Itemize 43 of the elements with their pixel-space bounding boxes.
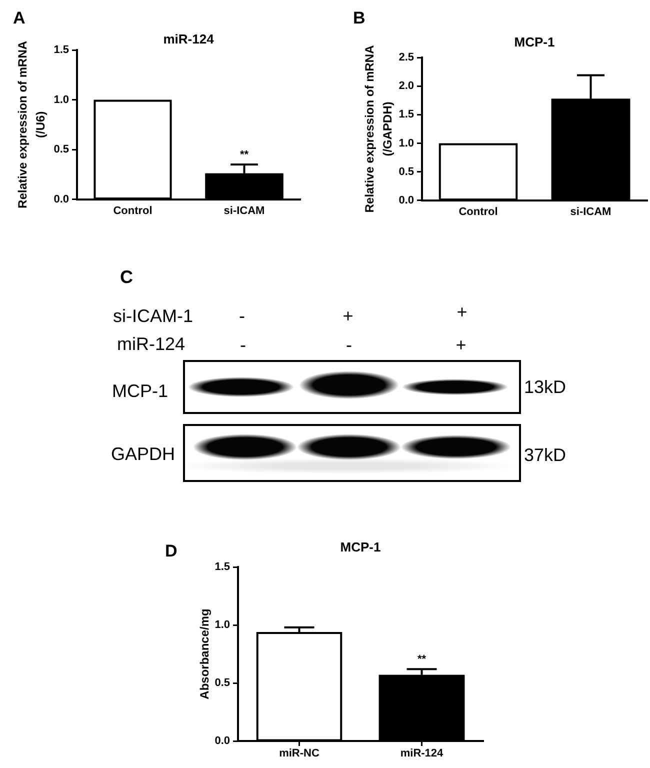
text: D <box>165 542 178 561</box>
y-axis-title: Relative expression of mRNA (/GAPDH) <box>362 44 394 213</box>
y-tick-label: 1.5 <box>214 561 230 574</box>
x-tick-label: si-ICAM <box>224 204 265 217</box>
text: si-ICAM-1 <box>113 306 193 327</box>
text: miR-124 <box>116 334 185 355</box>
y-tick-label: 0.5 <box>214 677 230 690</box>
text: 37kD <box>524 445 566 466</box>
y-tick-label: 1.0 <box>398 137 414 150</box>
y-tick-label: 0.0 <box>398 194 414 206</box>
text: C <box>120 267 133 288</box>
text: + <box>456 302 468 323</box>
y-axis-title: Absorbance/mg <box>197 608 212 700</box>
text: 13kD <box>524 377 566 398</box>
x-tick-label: Control <box>458 206 498 218</box>
text: + <box>456 335 466 356</box>
y-tick-label: 1.0 <box>54 94 69 106</box>
y-tick-label: 1.5 <box>398 108 414 121</box>
x-tick-label: miR-NC <box>279 748 320 760</box>
y-tick-label: 1.0 <box>214 619 230 632</box>
chart-title: miR-124 <box>163 31 215 46</box>
y-tick-label: 2.0 <box>398 80 414 92</box>
x-tick-label: Control <box>113 204 152 217</box>
y-tick-label: 2.5 <box>398 52 414 64</box>
text: GAPDH <box>110 444 175 465</box>
text: - <box>346 335 352 356</box>
chart-title: MCP-1 <box>514 34 555 50</box>
text: - <box>240 335 246 356</box>
chart-title: MCP-1 <box>340 540 381 555</box>
y-axis-title: Relative expression of mRNA (/U6) <box>15 40 48 208</box>
text: A <box>13 8 26 28</box>
y-tick-label: 1.5 <box>54 44 69 56</box>
text: MCP-1 <box>112 381 168 402</box>
annotation: ** <box>417 654 427 666</box>
x-tick-label: si-ICAM <box>570 206 612 218</box>
annotation: ** <box>240 148 250 161</box>
text: - <box>239 306 245 327</box>
text: + <box>342 306 354 327</box>
y-tick-label: 0.5 <box>54 144 69 156</box>
y-tick-label: 0.5 <box>398 166 414 178</box>
text: B <box>353 8 366 28</box>
y-tick-label: 0.0 <box>214 735 230 748</box>
y-tick-label: 0.0 <box>54 193 69 206</box>
